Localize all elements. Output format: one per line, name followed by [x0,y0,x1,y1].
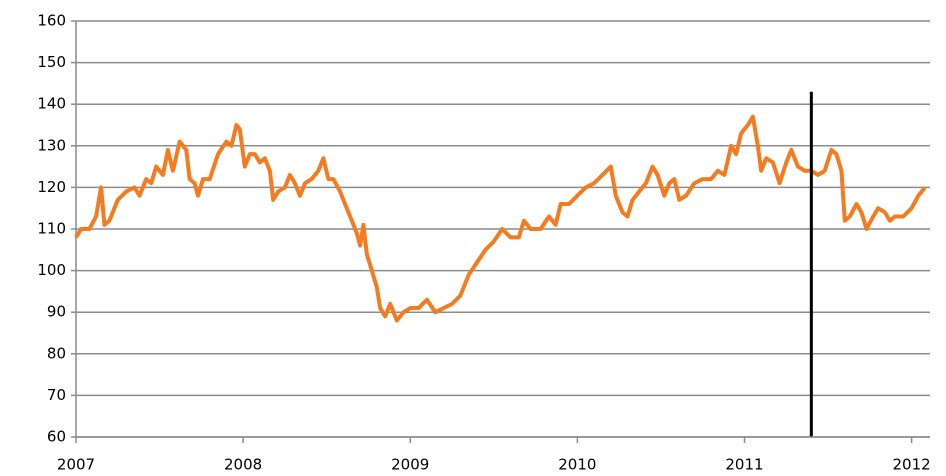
y-tick-label: 140 [37,95,66,113]
y-tick-label: 90 [47,303,66,321]
y-tick-label: 80 [47,344,66,362]
data-line [74,114,927,323]
y-tick-label: 160 [37,12,66,30]
x-tick-label: 2007 [57,456,95,474]
y-tick-label: 150 [37,53,66,71]
y-tick-label: 60 [47,428,66,446]
y-tick-label: 110 [37,220,66,238]
y-tick-label: 120 [37,178,66,196]
y-tick-label: 100 [37,261,66,279]
x-tick-label: 2012 [893,456,931,474]
x-tick-label: 2010 [558,456,596,474]
x-tick-label: 2009 [391,456,429,474]
y-tick-label: 70 [47,386,66,404]
x-tick-label: 2011 [725,456,763,474]
x-tick-label: 2008 [224,456,262,474]
y-tick-label: 130 [37,136,66,154]
